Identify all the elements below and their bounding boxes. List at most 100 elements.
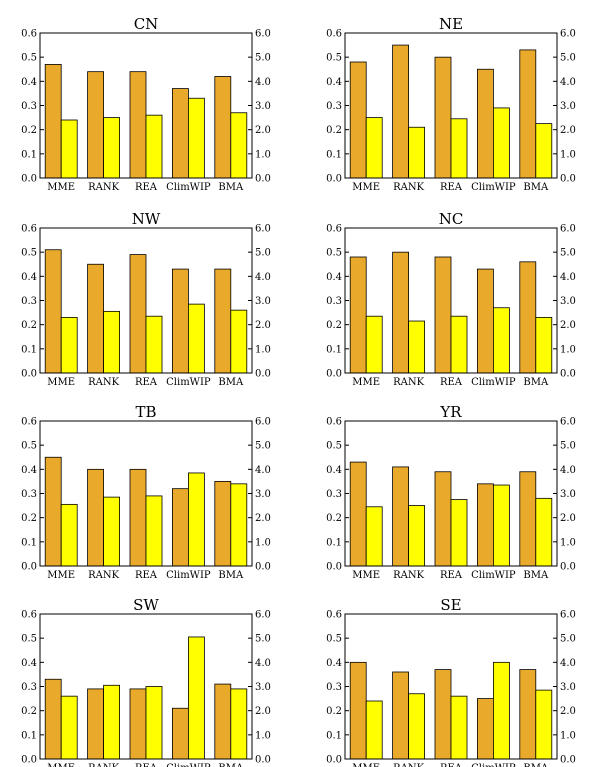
y2-tick-label: 6.0: [560, 610, 576, 621]
category-label: REA: [440, 377, 463, 388]
y-tick-label: 0.4: [326, 658, 342, 669]
y2-tick-label: 0.0: [560, 562, 576, 573]
bar-right-rea: [450, 118, 468, 179]
bar-right-mme: [60, 695, 78, 760]
y-tick-label: 0.6: [21, 610, 37, 621]
y2-tick-label: 2.0: [560, 125, 576, 136]
y-tick-label: 0.0: [326, 562, 342, 573]
category-label: BMA: [218, 377, 244, 388]
bar-right-mme: [365, 506, 383, 567]
y-tick-label: 0.3: [21, 682, 37, 693]
y-tick-label: 0.2: [21, 125, 37, 136]
y2-tick-label: 3.0: [255, 489, 271, 500]
y2-tick-label: 5.0: [560, 248, 576, 259]
y2-tick-label: 3.0: [560, 101, 576, 112]
bar-left-mme: [44, 456, 62, 567]
bar-right-climwip: [187, 636, 205, 760]
category-label: RANK: [88, 182, 120, 193]
bar-left-climwip: [476, 268, 494, 374]
category-label: REA: [440, 763, 463, 767]
y-tick-label: 0.2: [326, 513, 342, 524]
category-label: BMA: [218, 182, 244, 193]
y2-tick-label: 4.0: [560, 272, 576, 283]
bar-right-climwip: [492, 307, 510, 374]
y-tick-label: 0.4: [326, 77, 342, 88]
bar-left-mme: [349, 461, 367, 567]
bar-left-rea: [434, 471, 452, 567]
y2-tick-label: 3.0: [255, 296, 271, 307]
category-label: MME: [47, 377, 75, 388]
bar-right-rea: [145, 114, 163, 179]
category-label: BMA: [218, 570, 244, 581]
category-label: RANK: [88, 377, 120, 388]
category-label: MME: [47, 763, 75, 767]
y2-tick-label: 1.0: [560, 730, 576, 741]
bar-right-rank: [103, 310, 120, 374]
y2-tick-label: 6.0: [255, 29, 271, 40]
category-label: ClimWIP: [166, 377, 211, 388]
bar-right-bma: [230, 688, 248, 760]
category-label: BMA: [523, 570, 549, 581]
chart-panel-se: SE MME RANK REA ClimWIP BMA 0.0 0.1 0.2 0.3 0.4 0.5…: [326, 596, 576, 767]
bar-right-rea: [450, 315, 468, 374]
bar-right-bma: [535, 497, 553, 567]
y-tick-label: 0.5: [326, 441, 342, 452]
category-label: BMA: [523, 763, 549, 767]
y-tick-label: 0.2: [326, 125, 342, 136]
bar-left-climwip: [476, 698, 494, 760]
category-label: REA: [135, 182, 158, 193]
y-tick-label: 0.3: [21, 489, 37, 500]
y2-tick-label: 0.0: [560, 369, 576, 380]
y2-tick-label: 0.0: [255, 174, 271, 185]
panel-title: NC: [439, 210, 464, 228]
bar-left-climwip: [476, 68, 494, 179]
bar-left-climwip: [171, 268, 189, 374]
y2-tick-label: 5.0: [255, 248, 271, 259]
y2-tick-label: 3.0: [560, 489, 576, 500]
category-label: REA: [135, 570, 158, 581]
y-tick-label: 0.6: [21, 417, 37, 428]
y2-tick-label: 5.0: [255, 441, 271, 452]
bar-left-bma: [519, 669, 537, 760]
bar-right-rea: [145, 495, 163, 567]
bar-left-bma: [214, 268, 232, 374]
y2-tick-label: 0.0: [560, 755, 576, 766]
y2-tick-label: 5.0: [560, 441, 576, 452]
chart-panel-sw: SW MME RANK REA ClimWIP BMA 0.0 0.1 0.2 0.3 0.4 0.5…: [21, 596, 271, 767]
bar-left-climwip: [476, 483, 494, 567]
y2-tick-label: 2.0: [560, 706, 576, 717]
category-label: MME: [352, 377, 380, 388]
y-tick-label: 0.6: [21, 224, 37, 235]
bar-right-mme: [365, 315, 383, 374]
bar-right-rank: [408, 505, 426, 567]
y2-tick-label: 2.0: [255, 320, 271, 331]
y-tick-label: 0.0: [21, 369, 37, 380]
y-tick-label: 0.2: [21, 513, 37, 524]
y-tick-label: 0.0: [21, 755, 37, 766]
bar-left-bma: [214, 76, 232, 179]
y-tick-label: 0.0: [326, 369, 342, 380]
y-tick-label: 0.3: [21, 101, 37, 112]
bar-right-mme: [60, 503, 78, 567]
bar-right-climwip: [492, 661, 510, 760]
bar-left-rank: [392, 251, 410, 374]
bar-left-mme: [349, 661, 367, 760]
category-label: MME: [352, 570, 380, 581]
bar-right-bma: [230, 112, 248, 179]
bar-right-rank: [103, 684, 120, 760]
bar-right-rank: [408, 320, 426, 374]
y2-tick-label: 5.0: [560, 53, 576, 64]
y2-tick-label: 2.0: [560, 513, 576, 524]
y-tick-label: 0.5: [21, 53, 37, 64]
y2-tick-label: 2.0: [560, 320, 576, 331]
bar-left-mme: [349, 256, 367, 374]
y-tick-label: 0.1: [21, 344, 37, 355]
category-label: MME: [47, 182, 75, 193]
y-tick-label: 0.6: [326, 224, 342, 235]
bar-left-rank: [87, 468, 104, 567]
bar-left-rea: [434, 56, 452, 179]
y-tick-label: 0.5: [326, 248, 342, 259]
y-tick-label: 0.5: [21, 248, 37, 259]
y-tick-label: 0.2: [326, 320, 342, 331]
bar-left-rank: [87, 688, 104, 760]
